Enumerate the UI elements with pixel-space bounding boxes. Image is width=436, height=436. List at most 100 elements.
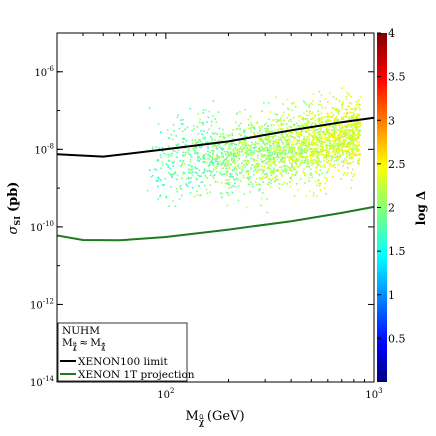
scatter-point (332, 121, 335, 123)
scatter-point (242, 174, 245, 177)
scatter-point (309, 133, 311, 136)
scatter-point (298, 136, 300, 138)
scatter-point (276, 146, 278, 149)
scatter-point (283, 161, 286, 164)
scatter-point (319, 120, 321, 123)
scatter-point (359, 123, 362, 125)
scatter-point (294, 143, 297, 145)
scatter-point (205, 141, 207, 144)
scatter-point (219, 192, 222, 195)
scatter-point (260, 154, 262, 156)
scatter-point (321, 106, 324, 109)
scatter-point (200, 175, 202, 177)
scatter-point (274, 175, 277, 177)
scatter-point (185, 140, 188, 142)
scatter-point (314, 152, 316, 155)
scatter-point (311, 117, 314, 119)
scatter-point (304, 182, 306, 184)
scatter-point (203, 130, 205, 133)
scatter-point (172, 123, 175, 126)
scatter-point (241, 165, 243, 167)
scatter-point (260, 169, 263, 171)
scatter-point (353, 132, 356, 135)
scatter-point (339, 156, 341, 158)
scatter-point (303, 112, 305, 115)
scatter-point (336, 118, 338, 121)
scatter-point (216, 148, 219, 150)
scatter-point (355, 122, 357, 124)
scatter-point (318, 122, 321, 125)
scatter-point (212, 115, 214, 117)
scatter-point (194, 167, 197, 170)
scatter-point (355, 126, 358, 128)
scatter-point (282, 136, 284, 138)
scatter-point (273, 150, 276, 152)
scatter-point (346, 152, 348, 154)
scatter-point (189, 191, 192, 194)
scatter-point (303, 156, 306, 158)
scatter-point (249, 115, 252, 118)
scatter-point (322, 157, 325, 159)
scatter-point (227, 135, 230, 138)
scatter-point (351, 129, 353, 132)
scatter-point (278, 144, 280, 147)
scatter-point (288, 149, 290, 152)
scatter-point (334, 153, 336, 156)
scatter-point (358, 159, 360, 162)
scatter-point (272, 156, 275, 158)
scatter-point (231, 176, 234, 178)
scatter-point (266, 167, 269, 170)
scatter-point (271, 130, 274, 133)
scatter-point (293, 168, 295, 171)
scatter-point (317, 153, 319, 156)
scatter-point (337, 144, 340, 147)
scatter-point (338, 138, 341, 141)
scatter-point (221, 196, 223, 199)
scatter-point (303, 151, 306, 153)
scatter-point (182, 155, 185, 158)
scatter-point (318, 103, 320, 106)
scatter-point (337, 146, 339, 149)
scatter-point (175, 135, 177, 137)
scatter-point (299, 153, 302, 156)
scatter-point (328, 128, 330, 131)
scatter-point (276, 158, 279, 161)
scatter-point (253, 128, 256, 130)
scatter-point (244, 129, 247, 132)
scatter-point (296, 165, 299, 167)
scatter-point (263, 159, 266, 162)
scatter-point (338, 157, 340, 159)
scatter-point (282, 119, 285, 122)
scatter-point (355, 149, 358, 151)
scatter-point (308, 162, 310, 165)
scatter-point (202, 161, 205, 163)
scatter-point (347, 133, 350, 135)
scatter-point (322, 153, 325, 156)
scatter-point (305, 156, 308, 159)
scatter-point (285, 153, 288, 156)
scatter-point (251, 164, 254, 166)
scatter-point (239, 127, 241, 130)
scatter-point (337, 143, 339, 146)
scatter-point (347, 163, 349, 165)
scatter-point (217, 163, 220, 165)
scatter-point (266, 161, 269, 164)
scatter-point (210, 159, 213, 162)
scatter-point (349, 156, 352, 158)
legend: NUHM Mχ̃0 1≈ Mχ̃± 1 XENON100 limit XENON 1T… (57, 322, 195, 382)
scatter-point (211, 137, 213, 140)
scatter-point (310, 134, 313, 137)
scatter-point (171, 161, 174, 164)
scatter-point (257, 132, 259, 134)
scatter-point (269, 164, 272, 166)
scatter-point (354, 145, 356, 148)
scatter-point (234, 155, 237, 157)
scatter-point (266, 211, 268, 214)
scatter-point (207, 165, 210, 167)
scatter-point (224, 164, 226, 166)
scatter-point (192, 147, 194, 149)
scatter-point (225, 142, 227, 145)
scatter-point (211, 149, 213, 152)
scatter-point (325, 193, 327, 195)
scatter-point (312, 144, 315, 146)
